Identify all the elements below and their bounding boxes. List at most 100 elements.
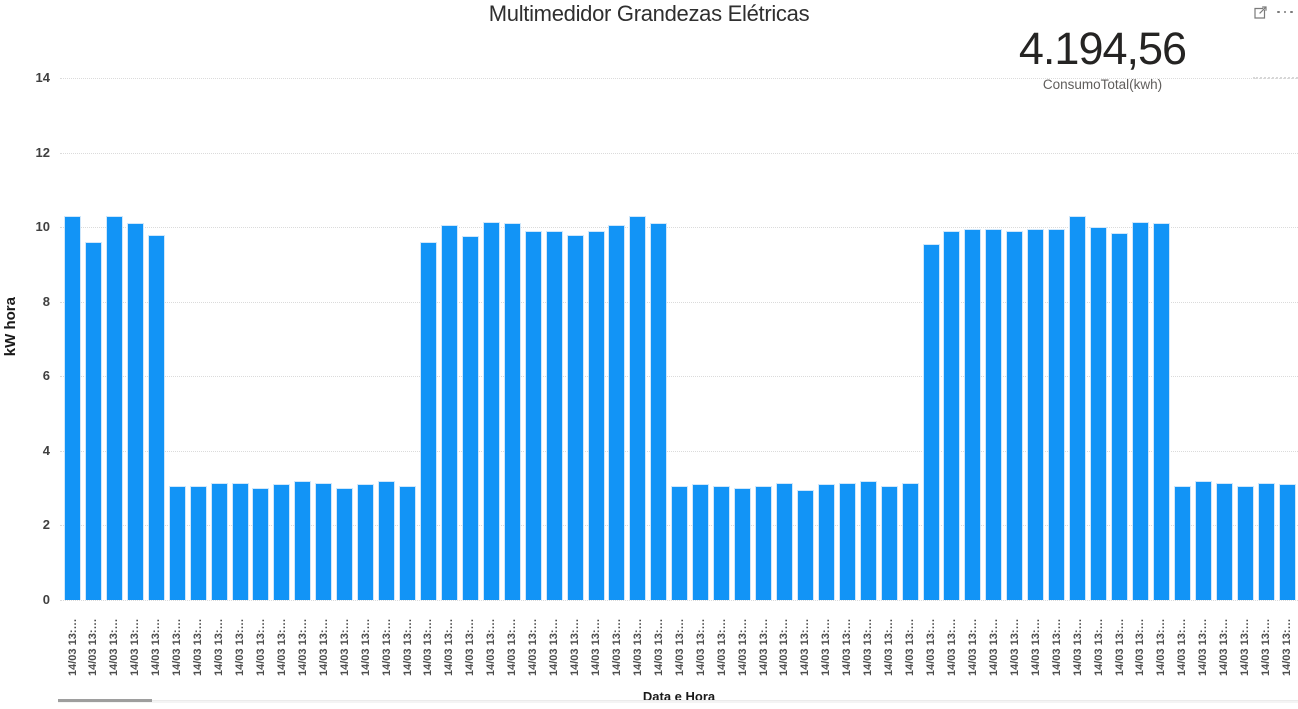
x-tick-label: 14/03 13:…: [338, 618, 351, 676]
bar[interactable]: [168, 486, 186, 600]
x-tick-label: 14/03 13:…: [925, 618, 938, 676]
bar[interactable]: [566, 234, 584, 600]
bar[interactable]: [964, 229, 982, 600]
bar[interactable]: [482, 221, 500, 600]
bar[interactable]: [1048, 229, 1066, 600]
bar[interactable]: [1131, 221, 1149, 600]
bar[interactable]: [629, 215, 647, 600]
x-tick-label: 14/03 13:…: [527, 618, 540, 676]
bar[interactable]: [1027, 229, 1045, 600]
bar[interactable]: [755, 486, 773, 600]
chart-title: Multimedidor Grandezas Elétricas: [488, 1, 810, 26]
bar[interactable]: [503, 223, 521, 600]
x-tick-label: 14/03 13:…: [317, 618, 330, 676]
x-tick-label: 14/03 13:…: [401, 618, 414, 676]
visual-header-toolbar: [1252, 4, 1293, 20]
bar[interactable]: [461, 236, 479, 600]
bar[interactable]: [419, 242, 437, 600]
bar[interactable]: [734, 488, 752, 600]
bar[interactable]: [64, 215, 81, 600]
bar[interactable]: [378, 480, 396, 600]
y-tick-label: 4: [42, 442, 50, 458]
gridline: [60, 152, 1298, 154]
x-tick-label: 14/03 13:…: [1260, 618, 1273, 676]
bar[interactable]: [713, 486, 731, 600]
x-tick-label: 14/03 13:…: [987, 618, 1000, 676]
bar[interactable]: [126, 223, 144, 600]
bar[interactable]: [650, 223, 668, 600]
bar[interactable]: [1173, 486, 1191, 600]
bar[interactable]: [692, 484, 710, 600]
bar[interactable]: [1069, 215, 1087, 600]
x-tick-label: 14/03 13:…: [966, 618, 979, 676]
bar[interactable]: [231, 482, 249, 600]
bar[interactable]: [985, 229, 1003, 600]
bar[interactable]: [545, 230, 563, 600]
bar[interactable]: [671, 486, 689, 600]
x-tick-label: 14/03 13:…: [150, 618, 163, 676]
x-tick-label: 14/03 13:…: [254, 618, 267, 676]
bar[interactable]: [273, 484, 291, 600]
x-tick-label: 14/03 13:…: [1134, 618, 1147, 676]
bar[interactable]: [524, 230, 542, 600]
bar[interactable]: [189, 486, 207, 600]
bar[interactable]: [1257, 482, 1275, 600]
bar[interactable]: [105, 215, 123, 600]
y-tick-label: 8: [42, 293, 50, 309]
bar[interactable]: [252, 488, 270, 600]
x-tick-label: 14/03 13:…: [506, 618, 519, 676]
bar[interactable]: [399, 486, 417, 600]
bar[interactable]: [608, 225, 626, 600]
x-tick-label: 14/03 13:…: [1050, 618, 1063, 676]
x-tick-label: 14/03 13:…: [694, 618, 707, 676]
y-tick-label: 2: [42, 517, 50, 533]
bar[interactable]: [315, 482, 333, 600]
x-tick-label: 14/03 13:…: [108, 618, 121, 676]
bar[interactable]: [817, 484, 835, 600]
x-tick-label: 14/03 13:…: [380, 618, 393, 676]
x-tick-label: 14/03 13:…: [862, 618, 875, 676]
bar[interactable]: [84, 242, 102, 600]
bar[interactable]: [1006, 230, 1024, 600]
bar[interactable]: [943, 230, 961, 600]
bar[interactable]: [775, 482, 793, 600]
bar[interactable]: [1278, 484, 1296, 600]
bar-chart-plot-area: [60, 78, 1298, 601]
bar[interactable]: [440, 225, 458, 600]
more-options-icon[interactable]: [1277, 4, 1293, 20]
x-tick-label: 14/03 13:…: [652, 618, 665, 676]
bar[interactable]: [901, 482, 919, 600]
x-tick-label: 14/03 13:…: [422, 618, 435, 676]
bar[interactable]: [1090, 227, 1108, 600]
bar[interactable]: [1111, 232, 1128, 600]
bar[interactable]: [1152, 223, 1170, 600]
horizontal-scrollbar-thumb[interactable]: [58, 699, 152, 702]
bar[interactable]: [336, 488, 354, 600]
bar[interactable]: [880, 486, 898, 600]
x-tick-label: 14/03 13:…: [234, 618, 247, 676]
bar[interactable]: [1236, 486, 1254, 600]
kpi-value: 4.194,56: [1018, 23, 1187, 74]
x-tick-label: 14/03 13:…: [548, 618, 561, 676]
bar[interactable]: [838, 482, 856, 600]
x-tick-label: 14/03 13:…: [129, 618, 142, 676]
bar[interactable]: [859, 480, 877, 600]
x-tick-label: 14/03 13:…: [569, 618, 582, 676]
focus-mode-icon[interactable]: [1252, 4, 1268, 20]
bar[interactable]: [1194, 480, 1212, 600]
x-tick-label: 14/03 13:…: [87, 618, 100, 676]
bar[interactable]: [357, 484, 375, 600]
bar[interactable]: [1215, 482, 1233, 600]
bar[interactable]: [210, 482, 228, 600]
x-tick-label: 14/03 13:…: [904, 618, 917, 676]
bar[interactable]: [587, 230, 605, 600]
bar[interactable]: [147, 234, 165, 600]
bar[interactable]: [294, 480, 312, 600]
bar[interactable]: [796, 490, 814, 600]
horizontal-scrollbar-track[interactable]: [58, 700, 1298, 703]
gridline: [60, 450, 1298, 452]
x-tick-label: 14/03 13:…: [171, 618, 184, 676]
bar[interactable]: [922, 243, 940, 600]
x-tick-label: 14/03 13:…: [883, 618, 896, 676]
